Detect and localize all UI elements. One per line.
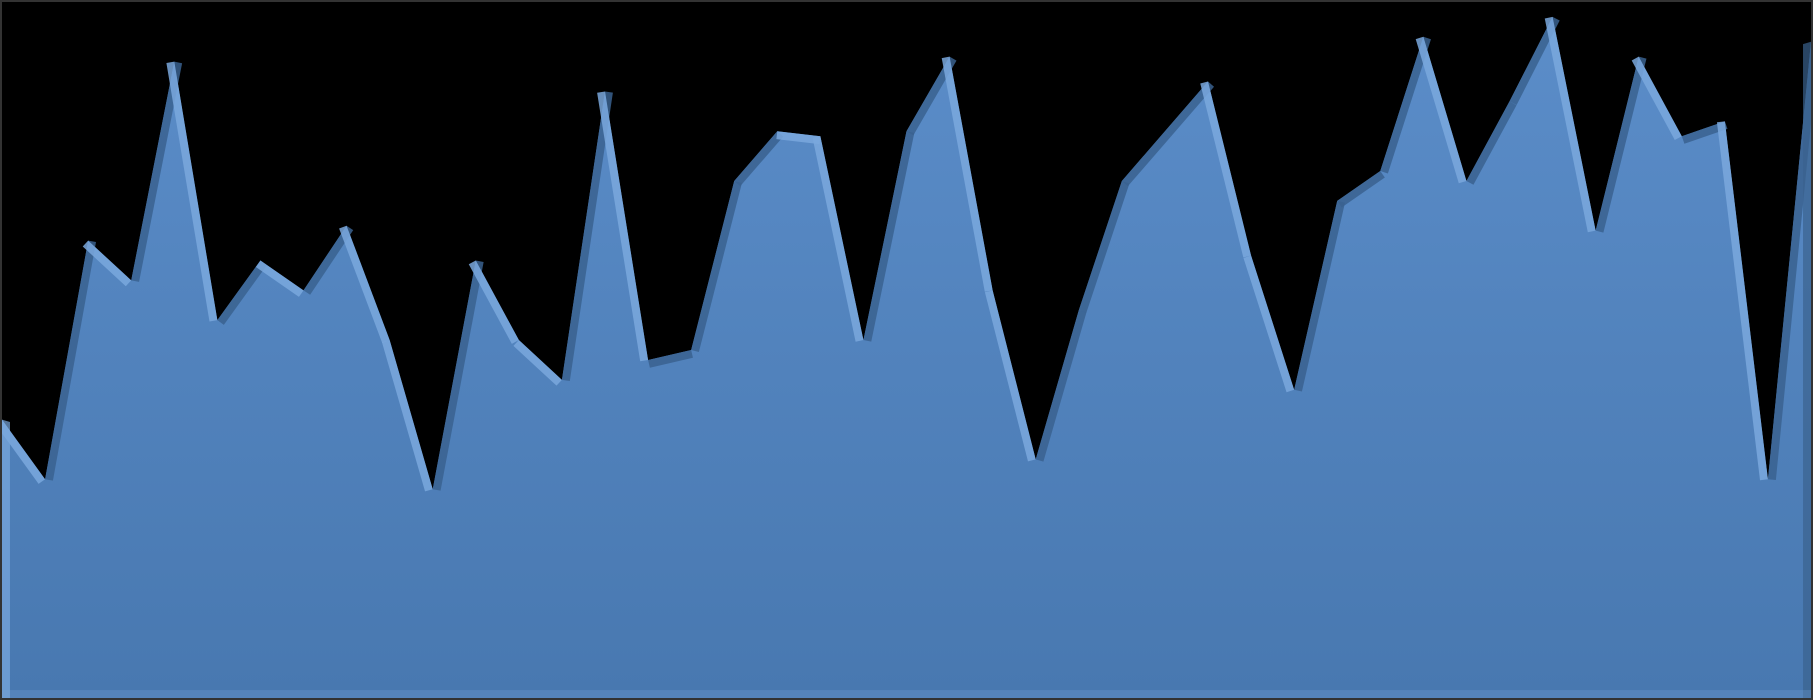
area-fill xyxy=(2,17,1811,698)
bevel-bottom-edge xyxy=(2,690,1811,698)
chart-svg xyxy=(2,2,1811,698)
bevel-left-edge xyxy=(2,420,10,698)
area-chart xyxy=(0,0,1813,700)
bevel-right-edge xyxy=(1803,42,1811,698)
